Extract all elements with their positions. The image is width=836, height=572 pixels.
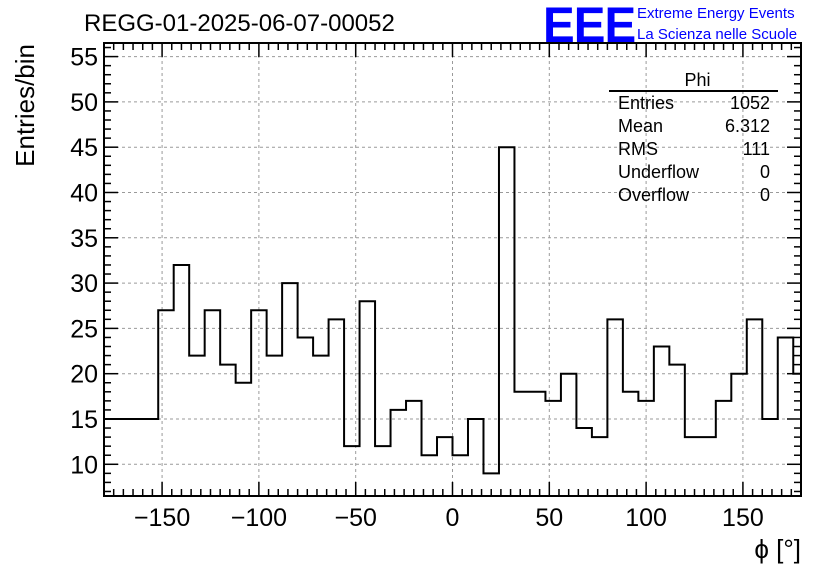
- chart-title: REGG-01-2025-06-07-00052: [84, 10, 395, 37]
- stats-row-underflow: Underflow 0: [609, 161, 778, 184]
- stats-row-rms: RMS 111: [609, 138, 778, 161]
- stats-label: Mean: [618, 116, 664, 136]
- stats-value: 0: [759, 185, 770, 205]
- x-tick-label: −150: [134, 504, 190, 532]
- x-tick-label: 150: [722, 504, 764, 532]
- stats-value: 111: [742, 139, 770, 159]
- y-tick-label: 45: [70, 134, 98, 162]
- stats-value: 0: [759, 162, 770, 182]
- stats-value: 1052: [729, 93, 770, 113]
- stats-row-entries: Entries 1052: [609, 92, 778, 115]
- x-axis-label: ϕ [°]: [754, 534, 801, 564]
- y-tick-label: 15: [70, 406, 98, 434]
- x-tick-label: 0: [446, 504, 460, 532]
- stats-title: Phi: [609, 70, 778, 92]
- y-tick-label: 40: [70, 179, 98, 207]
- stats-box: Phi Entries 1052 Mean 6.312 RMS 111 Unde…: [609, 70, 778, 207]
- y-tick-label: 10: [70, 451, 98, 479]
- y-tick-label: 35: [70, 225, 98, 253]
- x-tick-label: −100: [231, 504, 287, 532]
- y-tick-label: 20: [70, 361, 98, 389]
- logo-caption-line1: Extreme Energy Events: [637, 5, 795, 22]
- logo-caption-line2: La Scienza nelle Scuole: [637, 26, 798, 43]
- x-tick-label: 100: [625, 504, 667, 532]
- stats-value: 6.312: [724, 116, 770, 136]
- y-axis-label: Entries/bin: [10, 44, 40, 167]
- stats-label: Underflow: [618, 162, 700, 182]
- eee-logo: EEE: [543, 0, 636, 53]
- x-tick-label: −50: [334, 504, 376, 532]
- y-tick-label: 25: [70, 315, 98, 343]
- stats-label: Entries: [618, 93, 675, 113]
- stats-row-overflow: Overflow 0: [609, 184, 778, 207]
- histogram-series: [104, 146, 801, 475]
- y-tick-label: 30: [70, 270, 98, 298]
- axes: −150 −100 −50 0 50 100 150 10 15 20 25 30 35 40 45 50 55: [70, 43, 802, 532]
- stats-label: RMS: [618, 139, 658, 159]
- x-tick-label: 50: [535, 504, 563, 532]
- logo-caption: Extreme Energy Events La Scienza nelle S…: [637, 3, 797, 45]
- y-tick-label: 50: [70, 89, 98, 117]
- stats-row-mean: Mean 6.312: [609, 115, 778, 138]
- y-tick-label: 55: [70, 44, 98, 72]
- stats-label: Overflow: [618, 185, 690, 205]
